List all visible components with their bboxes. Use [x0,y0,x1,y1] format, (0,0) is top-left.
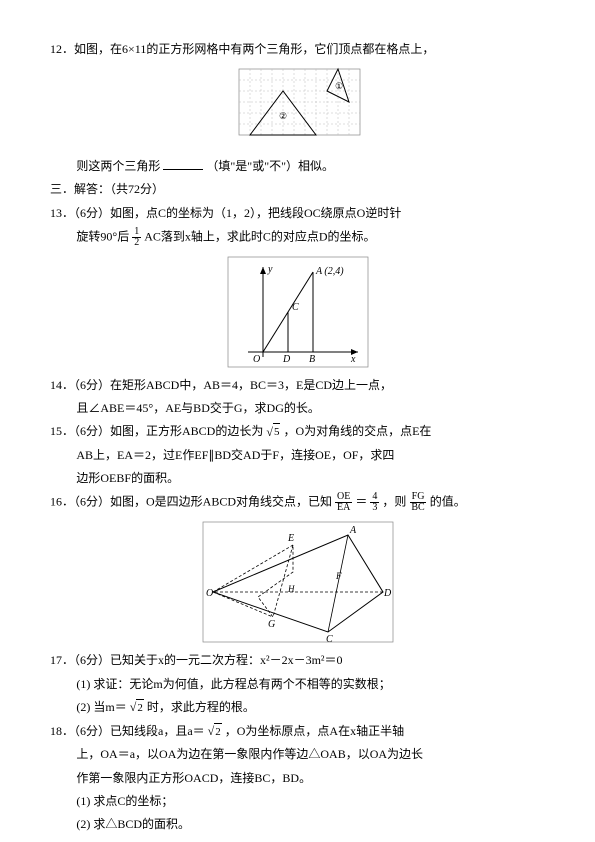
sqrt5: 5 [266,423,280,442]
q16-stem1c: 的值。 [430,495,466,509]
sqrt2a: 2 [130,698,144,717]
q15-stem1b: ，O为对角线的交点，点E在 [283,424,431,438]
svg-text:D: D [383,588,392,599]
q15-stem1: 15．（6分）如图，正方形ABCD的边长为 [50,424,263,438]
q17-sub2b: 时，求此方程的根。 [147,700,255,714]
fig13: O D B x y A (2,4) C [50,252,545,372]
frac-4-3: 4 3 [370,492,379,513]
svg-text:A: A [349,525,357,536]
svg-text:D: D [282,354,291,365]
q18-stem2: 上，OA＝a，以OA为边在第一象限内作等边△OAB，以OA为边长 [50,745,545,764]
svg-text:B: B [309,354,315,365]
frac-FG-BC: FG BC [409,492,426,513]
q14-stem2: 且∠ABE＝45°，AE与BD交于G，求DG的长。 [50,399,545,418]
svg-text:G: G [268,619,275,630]
frac-half: 1 2 [132,227,141,248]
q16-stem1b: ，则 [382,495,406,509]
q12-blank [163,169,203,170]
svg-text:②: ② [279,111,287,121]
fig16: O A D C E F G H [50,517,545,647]
eq1: ＝ [355,495,370,509]
q17-sub2: (2) 当m＝ [76,700,126,714]
q15-stem3: 边形OEBF的面积。 [50,469,545,488]
q13-stem2-line: 旋转90°后 1 2 AC落到x轴上，求此时C的对应点D的坐标。 [50,227,545,248]
q17-stem1: 17．（6分）已知关于x的一元二次方程：x²－2x－3m²＝0 [50,651,545,670]
q18-stem3: 作第一象限内正方形OACD，连接BC，BD。 [50,769,545,788]
section-3-heading: 三．解答：（共72分） [50,180,545,199]
q16-stem1: 16．（6分）如图，O是四边形ABCD对角线交点，已知 [50,495,332,509]
q12-stem: 12．如图，在6×11的正方形网格中有两个三角形，它们顶点都在格点上， [50,40,545,59]
svg-text:x: x [350,354,356,365]
svg-text:y: y [267,264,273,275]
svg-text:E: E [287,533,294,544]
q12-stem-b: 则这两个三角形 [76,159,160,173]
q18-stem1b: ，O为坐标原点，点A在x轴正半轴 [225,724,404,738]
svg-text:C: C [292,302,299,313]
q18-sub1: (1) 求点C的坐标； [50,792,545,811]
q13-stem2-b: AC落到x轴上，求此时C的对应点D的坐标。 [144,229,375,243]
q17-sub2-line: (2) 当m＝ 2 时，求此方程的根。 [50,698,545,718]
svg-text:①: ① [335,81,343,91]
sqrt2b: 2 [208,722,222,741]
q18-line1: 18．（6分）已知线段a，且a＝ 2 ，O为坐标原点，点A在x轴正半轴 [50,722,545,742]
q16-line1: 16．（6分）如图，O是四边形ABCD对角线交点，已知 OE EA ＝ 4 3 … [50,492,545,513]
svg-text:A (2,4): A (2,4) [315,266,344,277]
q18-stem1: 18．（6分）已知线段a，且a＝ [50,724,205,738]
q13-stem1: 13．（6分）如图，点C的坐标为（1，2），把线段OC绕原点O逆时针 [50,204,545,223]
q12-stem-a: 12．如图，在6×11的正方形网格中有两个三角形，它们顶点都在格点上， [50,42,434,56]
q12-stem-b-line: 则这两个三角形 （填"是"或"不"）相似。 [50,157,545,176]
svg-text:C: C [326,634,333,645]
svg-text:O: O [206,588,213,599]
q15-stem2: AB上，EA＝2，过E作EF∥BD交AD于F，连接OE，OF，求四 [50,446,545,465]
svg-text:F: F [335,571,342,581]
q15-line1: 15．（6分）如图，正方形ABCD的边长为 5 ，O为对角线的交点，点E在 [50,422,545,442]
frac-OE-EA: OE EA [335,492,352,513]
svg-text:O: O [253,354,260,365]
q14-stem1: 14．（6分）在矩形ABCD中，AB＝4，BC＝3，E是CD边上一点， [50,376,545,395]
q18-sub2: (2) 求△BCD的面积。 [50,815,545,834]
q13-stem2-a: 旋转90°后 [76,229,129,243]
svg-text:H: H [287,584,295,594]
q17-sub1: (1) 求证：无论m为何值，此方程总有两个不相等的实数根； [50,675,545,694]
fig12: ② ① [50,63,545,153]
q12-options: （填"是"或"不"）相似。 [206,159,334,173]
